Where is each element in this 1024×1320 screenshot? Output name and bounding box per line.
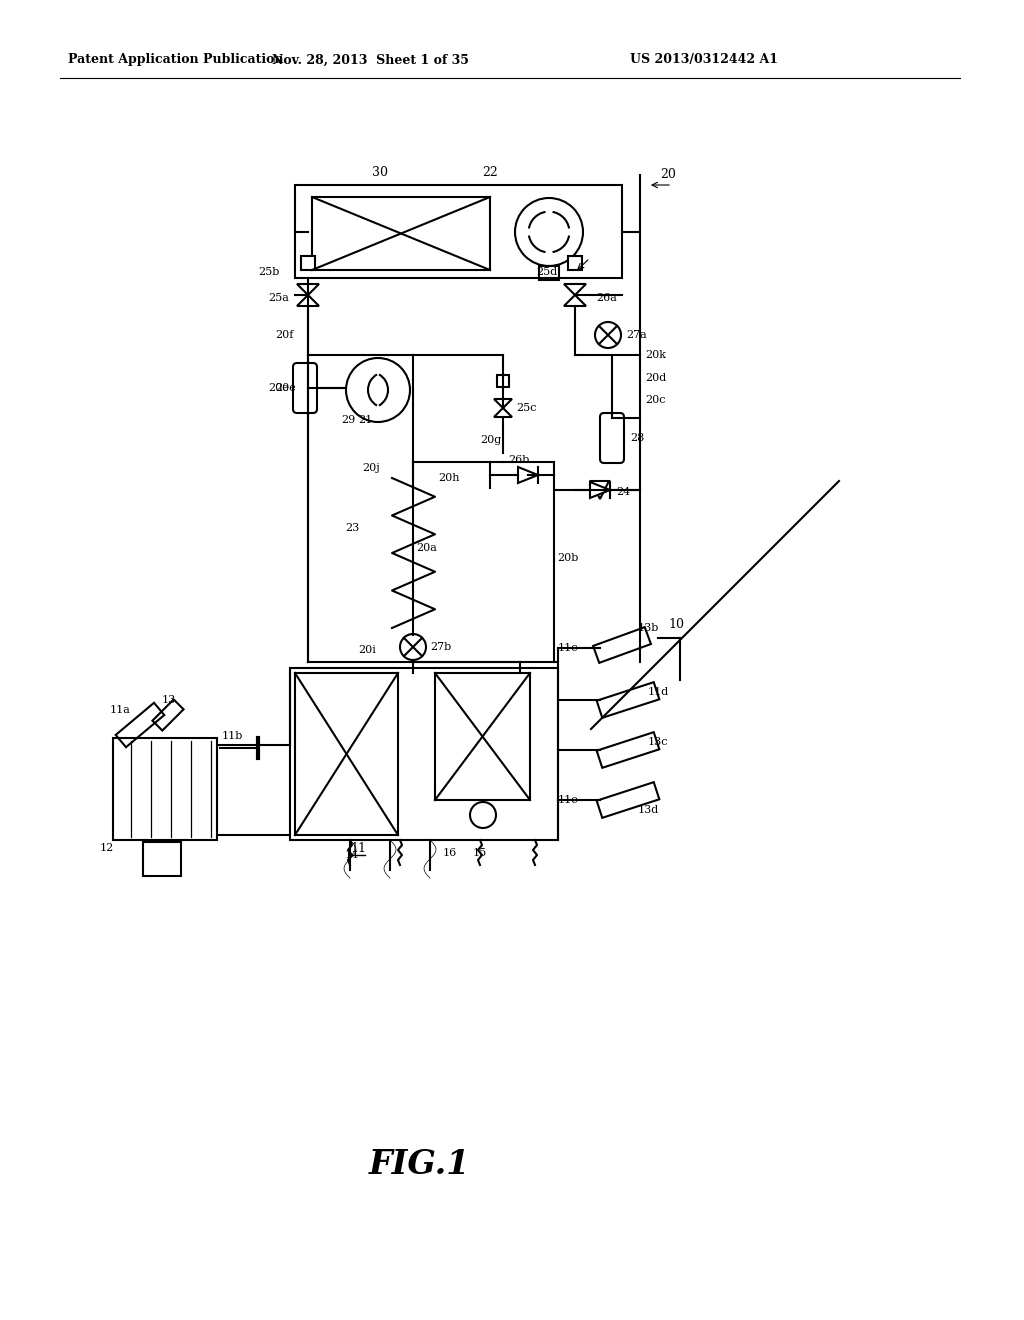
Text: 11d: 11d xyxy=(648,686,670,697)
Text: 20h: 20h xyxy=(438,473,460,483)
Text: 10: 10 xyxy=(668,619,684,631)
Bar xyxy=(568,256,582,271)
Text: 13c: 13c xyxy=(648,737,669,747)
Text: 11: 11 xyxy=(350,842,366,854)
Text: 25b: 25b xyxy=(258,267,280,277)
Text: 20e: 20e xyxy=(275,383,296,393)
Circle shape xyxy=(400,634,426,660)
Polygon shape xyxy=(297,294,319,306)
Polygon shape xyxy=(590,482,610,498)
Text: 20e: 20e xyxy=(268,383,289,393)
Circle shape xyxy=(346,358,410,422)
Text: 27a: 27a xyxy=(626,330,647,341)
Text: 24: 24 xyxy=(616,487,630,498)
Polygon shape xyxy=(494,399,512,408)
Text: 15: 15 xyxy=(473,847,487,858)
Text: FIG.1: FIG.1 xyxy=(370,1148,471,1181)
Bar xyxy=(295,673,398,836)
Polygon shape xyxy=(591,480,609,499)
Text: 20d: 20d xyxy=(645,374,667,383)
Polygon shape xyxy=(518,467,538,483)
Text: 20j: 20j xyxy=(362,463,380,473)
Text: 20a: 20a xyxy=(416,543,437,553)
Text: 20k: 20k xyxy=(645,350,666,360)
Text: 30: 30 xyxy=(372,166,388,180)
Text: 16: 16 xyxy=(442,847,457,858)
Polygon shape xyxy=(297,284,319,294)
Bar xyxy=(290,668,558,840)
Text: 21: 21 xyxy=(358,414,373,425)
Text: 11a: 11a xyxy=(110,705,131,715)
Text: 28: 28 xyxy=(630,433,644,444)
Text: 13d: 13d xyxy=(638,805,659,814)
Text: 27b: 27b xyxy=(430,642,452,652)
Text: 20i: 20i xyxy=(358,645,376,655)
Text: 13: 13 xyxy=(162,696,176,705)
Bar xyxy=(435,673,530,800)
Text: 26b: 26b xyxy=(508,455,529,465)
Text: Patent Application Publication: Patent Application Publication xyxy=(68,54,284,66)
Bar xyxy=(497,375,509,387)
Text: 22: 22 xyxy=(482,166,498,180)
Text: 25a: 25a xyxy=(268,293,289,304)
Polygon shape xyxy=(564,294,586,306)
Text: 11b: 11b xyxy=(222,731,244,741)
Bar xyxy=(113,738,217,840)
Text: 20: 20 xyxy=(660,169,676,181)
Text: 25c: 25c xyxy=(516,403,537,413)
Bar xyxy=(312,197,490,271)
Text: 20b: 20b xyxy=(557,553,579,564)
Text: 11c: 11c xyxy=(558,643,579,653)
Text: 29: 29 xyxy=(341,414,355,425)
Text: 26a: 26a xyxy=(596,293,616,304)
Text: 20c: 20c xyxy=(645,395,666,405)
Text: US 2013/0312442 A1: US 2013/0312442 A1 xyxy=(630,54,778,66)
FancyBboxPatch shape xyxy=(293,363,317,413)
Bar xyxy=(295,185,622,279)
Circle shape xyxy=(470,803,496,828)
Text: 14: 14 xyxy=(345,850,359,861)
Text: Nov. 28, 2013  Sheet 1 of 35: Nov. 28, 2013 Sheet 1 of 35 xyxy=(271,54,468,66)
Circle shape xyxy=(595,322,621,348)
Text: 13b: 13b xyxy=(638,623,659,634)
Text: 12: 12 xyxy=(100,843,115,853)
Polygon shape xyxy=(494,408,512,417)
Text: 20g: 20g xyxy=(480,436,502,445)
Bar xyxy=(539,267,559,280)
Text: 23: 23 xyxy=(345,523,359,533)
Text: 20f: 20f xyxy=(275,330,293,341)
FancyBboxPatch shape xyxy=(600,413,624,463)
Text: 11e: 11e xyxy=(558,795,579,805)
Bar xyxy=(301,256,315,271)
Polygon shape xyxy=(564,284,586,294)
Bar xyxy=(143,842,181,876)
Text: 25d: 25d xyxy=(536,267,557,277)
